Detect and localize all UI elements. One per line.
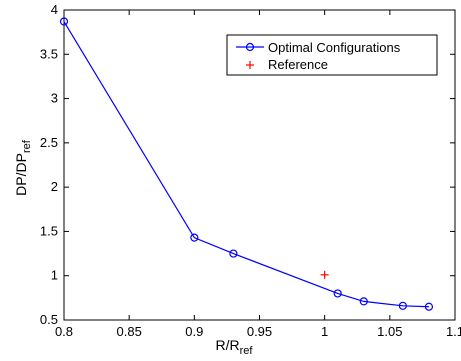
- legend-label-reference: Reference: [268, 57, 328, 72]
- legend-label-optimal: Optimal Configurations: [268, 40, 401, 55]
- y-tick-label: 4: [51, 2, 58, 17]
- y-tick-label: 3: [51, 91, 58, 106]
- x-tick-label: 0.95: [247, 324, 272, 339]
- x-tick-label: 0.8: [55, 324, 73, 339]
- y-axis-label-main: DP/DP: [13, 153, 29, 196]
- data-point-reference: [320, 270, 329, 279]
- data-point-optimal: [333, 289, 342, 298]
- x-axis-label: R/Rref: [216, 337, 254, 357]
- x-axis-label-main: R/R: [216, 337, 240, 353]
- data-point-optimal: [398, 301, 407, 310]
- x-tick-label: 1: [321, 324, 328, 339]
- x-tick-label: 1.05: [377, 324, 402, 339]
- x-tick-label: 0.9: [185, 324, 203, 339]
- x-axis-label-sub: ref: [240, 345, 254, 357]
- data-point-optimal: [59, 17, 69, 26]
- series-layer: [59, 17, 434, 311]
- x-tick-label: 1.1: [446, 324, 461, 339]
- axis-ticks: 0.8 0.85 0.9 0.95 1 1.05 1.1 0.5 1 1.5 2 2.5 3 3.5 4: [40, 2, 461, 339]
- y-axis-label: DP/DPref: [13, 139, 33, 196]
- x-tick-label: 0.85: [117, 324, 142, 339]
- y-tick-label: 1: [51, 268, 58, 283]
- y-tick-label: 2.5: [40, 135, 58, 150]
- y-axis-label-sub: ref: [21, 139, 33, 153]
- data-point-optimal: [424, 302, 434, 311]
- y-tick-label: 1.5: [40, 223, 58, 238]
- y-tick-label: 0.5: [40, 312, 58, 327]
- series-line-optimal: [63, 21, 429, 308]
- legend: Optimal Configurations Reference: [226, 34, 438, 76]
- legend-marker-optimal: [245, 42, 255, 52]
- y-tick-label: 2: [51, 179, 58, 194]
- data-point-optimal: [359, 297, 368, 306]
- legend-marker-reference: [246, 61, 254, 69]
- legend-box: [226, 34, 438, 76]
- y-tick-label: 3.5: [40, 46, 58, 61]
- data-point-optimal: [190, 233, 199, 242]
- data-point-optimal: [229, 249, 238, 258]
